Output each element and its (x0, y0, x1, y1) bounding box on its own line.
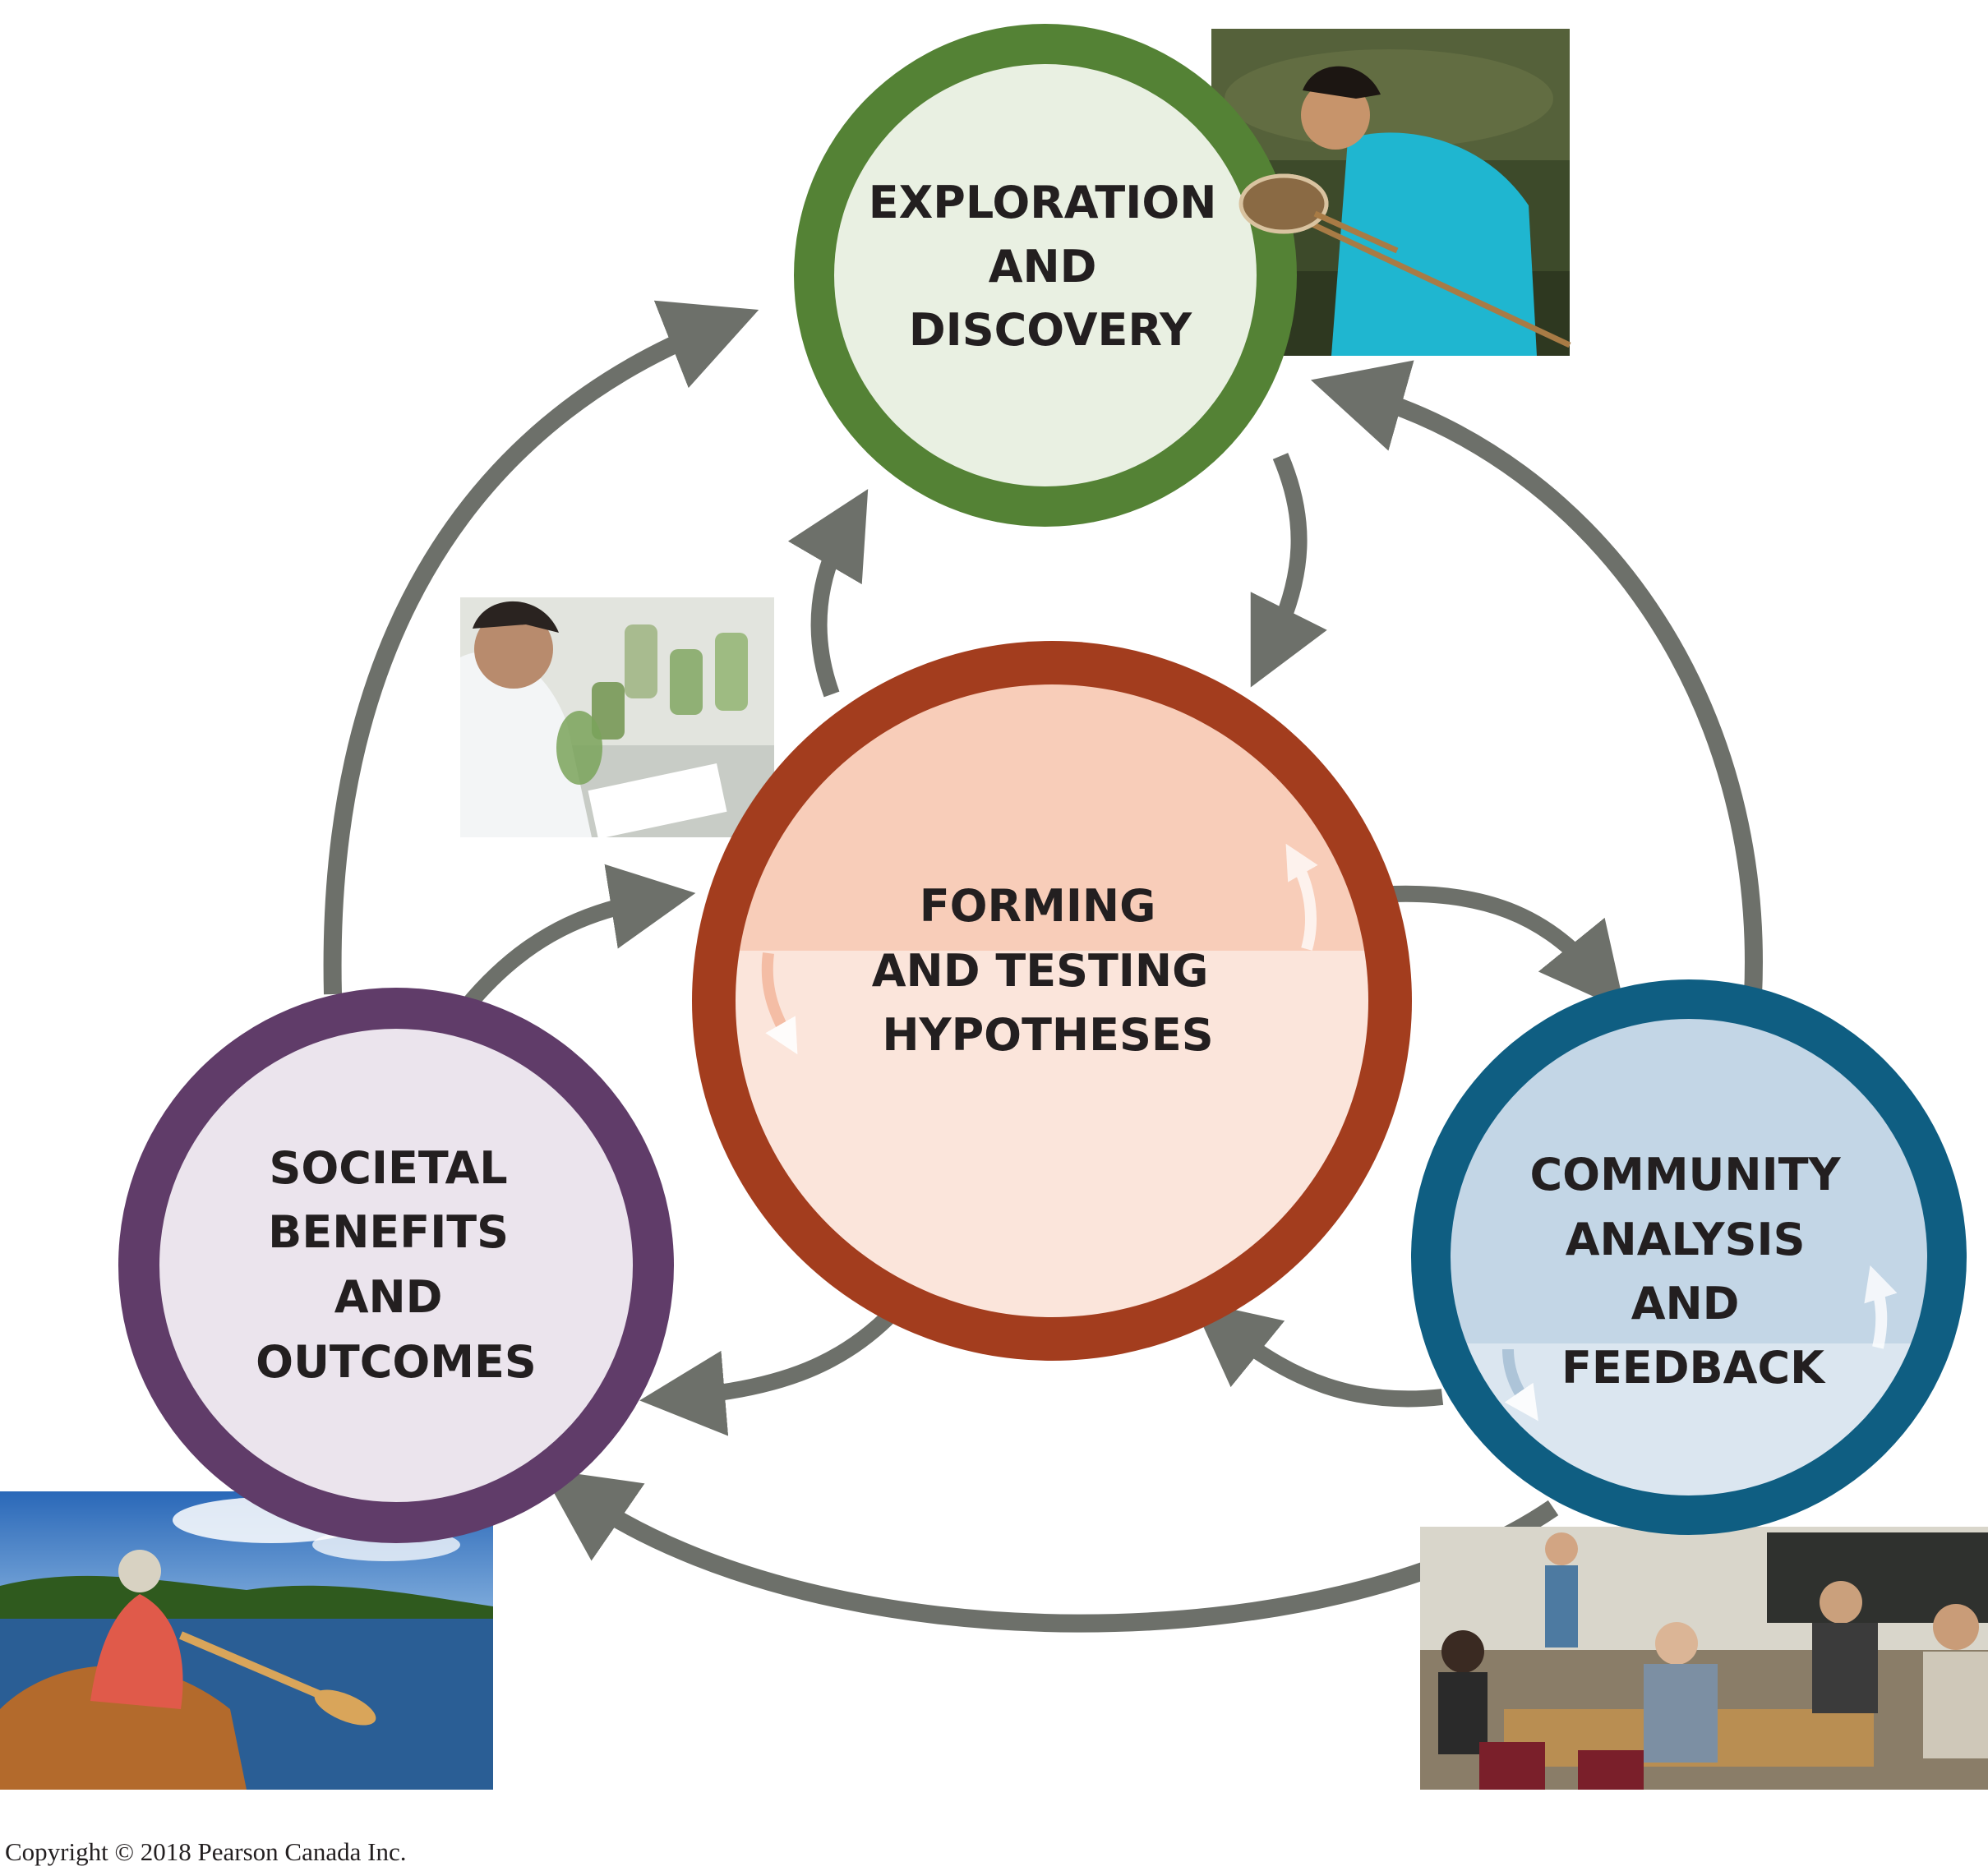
arrow-community-to-hypotheses (1191, 1300, 1444, 1408)
node-community-line-3: AND (1631, 1278, 1740, 1330)
copyright-notice: Copyright © 2018 Pearson Canada Inc. (5, 1837, 407, 1866)
node-hypotheses-line-1: FORMING (920, 880, 1156, 932)
node-exploration-line-3: DISCOVERY (909, 304, 1192, 356)
node-exploration-line-2: AND (989, 241, 1097, 293)
community-cycle-arrow-up (1864, 1265, 1898, 1349)
arrow-community-to-exploration (1310, 360, 1763, 997)
arrow-hypotheses-to-exploration (787, 489, 869, 698)
node-hypotheses: FORMING AND TESTING HYPOTHESES (692, 641, 1412, 1361)
node-exploration-fill (834, 64, 1257, 486)
arrow-societal-to-hypotheses (460, 864, 696, 1012)
svg-text:SOCIETAL BENEFITS: SOCIETAL BENEFITS AND OUTCOMES (256, 1142, 537, 1388)
arrow-hypotheses-to-societal (639, 1299, 906, 1436)
arrow-exploration-to-hypotheses (1250, 453, 1327, 688)
arrow-community-to-societal (540, 1468, 1559, 1633)
node-community: COMMUNITY ANALYSIS AND FEEDBACK (1411, 979, 1967, 1535)
hypotheses-cycle-arrow-down (761, 952, 798, 1055)
arrow-hypotheses-to-community (1392, 885, 1626, 1012)
node-societal-line-3: AND (334, 1271, 443, 1323)
node-exploration: EXPLORATION AND DISCOVERY (794, 24, 1297, 527)
node-hypotheses-line-3: HYPOTHESES (882, 1009, 1213, 1061)
node-societal-line-2: BENEFITS (268, 1206, 509, 1258)
node-societal-line-1: SOCIETAL (269, 1142, 507, 1194)
node-societal-line-4: OUTCOMES (256, 1336, 537, 1388)
inner-arrows (460, 453, 1626, 1436)
arrow-societal-to-exploration (323, 300, 759, 995)
svg-text:FORMING AND TESTING: FORMING AND TESTING HYPOTHESES (872, 880, 1224, 1061)
node-hypotheses-line-2: AND TESTING (872, 945, 1209, 997)
node-community-line-2: ANALYSIS (1566, 1214, 1806, 1265)
node-societal-fill (159, 1029, 633, 1502)
node-exploration-line-1: EXPLORATION (869, 177, 1217, 228)
photo-meeting (1420, 1527, 1988, 1790)
node-societal: SOCIETAL BENEFITS AND OUTCOMES (118, 988, 674, 1543)
photo-lab-research (460, 597, 774, 839)
svg-text:EXPLORATION AND DI: EXPLORATION AND DISCOVERY (869, 177, 1233, 356)
svg-text:COMMUNITY ANALYSIS: COMMUNITY ANALYSIS AND FEEDBACK (1530, 1149, 1857, 1394)
hypotheses-cycle-arrow-up (1285, 843, 1318, 951)
node-community-line-4: FEEDBACK (1561, 1342, 1826, 1394)
net-overlay (1238, 173, 1399, 254)
community-cycle-arrow-down (1502, 1348, 1538, 1422)
node-community-line-1: COMMUNITY (1530, 1149, 1842, 1200)
